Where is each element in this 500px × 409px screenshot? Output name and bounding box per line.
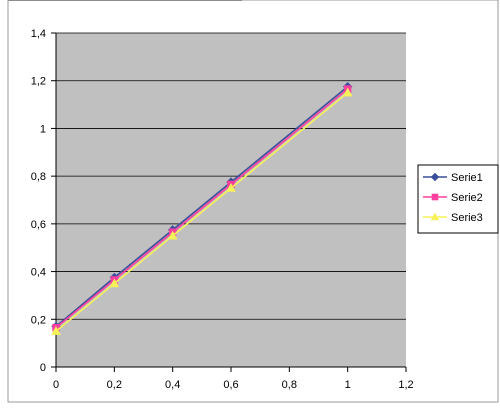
x-tick-label: 0,8 (282, 379, 297, 391)
x-tick-label: 0,4 (165, 379, 180, 391)
legend-label: Serie2 (451, 192, 483, 204)
y-tick-label: 1,4 (31, 28, 46, 40)
y-tick-label: 1 (40, 123, 46, 135)
x-tick-label: 0,2 (107, 379, 122, 391)
plot-area (56, 33, 406, 367)
x-axis-ticks: 0 0,2 0,4 0,6 0,8 1 1,2 (53, 367, 414, 391)
y-tick-label: 0,8 (31, 171, 46, 183)
data-point (51, 326, 61, 335)
legend: Serie1 Serie2 Serie3 (417, 164, 499, 234)
y-tick-label: 0,4 (31, 267, 46, 279)
legend-item: Serie3 (423, 212, 483, 224)
y-tick-label: 0,2 (31, 314, 46, 326)
series-3 (51, 87, 353, 335)
x-tick-label: 1 (345, 379, 351, 391)
y-tick-label: 0 (40, 362, 46, 374)
data-point (226, 183, 236, 192)
series-group (51, 81, 353, 335)
legend-item: Serie2 (423, 192, 483, 204)
y-axis-ticks: 0 0,2 0,4 0,6 0,8 1 1,2 1,4 (31, 28, 56, 374)
legend-label: Serie3 (451, 212, 483, 224)
y-tick-label: 1,2 (31, 76, 46, 88)
legend-marker (430, 172, 440, 182)
x-tick-label: 0 (53, 379, 59, 391)
x-tick-label: 0,6 (223, 379, 238, 391)
legend-marker (430, 212, 440, 221)
legend-marker (431, 193, 439, 201)
legend-label: Serie1 (451, 172, 483, 184)
x-tick-label: 1,2 (398, 379, 413, 391)
data-point (109, 278, 120, 288)
data-point (167, 230, 178, 240)
data-point (342, 87, 353, 97)
y-tick-label: 0,6 (31, 219, 46, 231)
legend-item: Serie1 (423, 172, 483, 184)
